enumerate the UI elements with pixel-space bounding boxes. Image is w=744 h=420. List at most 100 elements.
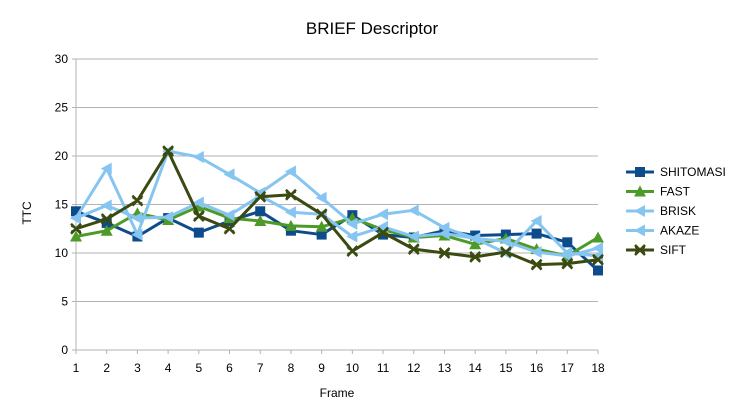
- y-tick-label: 30: [55, 52, 69, 66]
- series-line: [74, 149, 599, 258]
- legend-item: AKAZE: [626, 224, 699, 238]
- x-tick-label: 18: [591, 361, 605, 375]
- series-line: [75, 204, 599, 258]
- data-point: [131, 212, 143, 225]
- data-point: [284, 165, 296, 178]
- x-tick-label: 12: [407, 361, 421, 375]
- data-point: [254, 214, 267, 226]
- x-tick-label: 14: [468, 361, 482, 375]
- data-point: [223, 209, 235, 222]
- legend-label: SIFT: [660, 243, 687, 257]
- x-tick-label: 5: [195, 361, 202, 375]
- data-point: [346, 230, 358, 243]
- data-point: [162, 145, 175, 158]
- legend-label: FAST: [660, 185, 691, 199]
- data-point: [377, 208, 389, 221]
- data-point: [223, 222, 236, 235]
- x-tick-label: 1: [73, 361, 80, 375]
- legend-marker: [634, 205, 645, 217]
- y-tick-label: 20: [55, 149, 69, 163]
- data-point: [70, 222, 82, 235]
- data-point: [316, 229, 327, 240]
- data-point: [407, 243, 420, 256]
- data-point: [100, 213, 113, 225]
- data-point: [438, 227, 450, 240]
- legend-item: SHITOMASI: [626, 165, 726, 179]
- data-point: [100, 199, 112, 212]
- data-point: [192, 196, 204, 209]
- y-tick-label: 5: [61, 295, 68, 309]
- y-tick-label: 10: [55, 246, 69, 260]
- legend-label: SHITOMASI: [660, 165, 726, 179]
- data-point: [100, 162, 112, 175]
- x-axis-label: Frame: [320, 386, 355, 400]
- data-point: [592, 242, 603, 255]
- data-point: [254, 190, 267, 203]
- legend-marker: [634, 185, 646, 197]
- data-point: [255, 206, 266, 217]
- x-tick-label: 2: [103, 361, 110, 375]
- data-point: [192, 210, 205, 223]
- data-point: [131, 228, 143, 241]
- data-point: [162, 211, 174, 224]
- series-line: [75, 149, 599, 267]
- series-lines: [70, 145, 604, 276]
- x-tick-label: 11: [377, 361, 390, 375]
- data-point: [530, 258, 543, 271]
- series-sift: [70, 145, 604, 271]
- data-point: [315, 220, 328, 232]
- x-tick-label: 4: [165, 361, 172, 375]
- data-point: [285, 188, 297, 201]
- data-point: [499, 235, 511, 248]
- data-point: [284, 206, 296, 219]
- x-tick-label: 17: [561, 361, 575, 375]
- y-tick-label: 0: [61, 343, 68, 357]
- legend-marker: [634, 244, 646, 256]
- data-point: [499, 246, 512, 258]
- data-point: [530, 214, 542, 227]
- y-tick-label: 15: [55, 198, 69, 212]
- data-point: [407, 204, 419, 217]
- y-axis-label: TTC: [20, 201, 34, 225]
- axes: [72, 58, 599, 354]
- series-line: [75, 209, 600, 272]
- data-point: [346, 245, 359, 257]
- legend-item: FAST: [626, 185, 691, 199]
- data-point: [70, 212, 81, 225]
- data-point: [223, 168, 235, 181]
- chart-title: BRIEF Descriptor: [306, 19, 439, 38]
- x-tick-label: 7: [257, 361, 264, 375]
- x-tick-label: 6: [226, 361, 233, 375]
- data-point: [101, 217, 112, 228]
- data-point: [70, 230, 82, 242]
- legend-marker: [634, 224, 645, 237]
- legend: SHITOMASI FAST BRISK AKAZE SIFT: [626, 165, 726, 257]
- x-tick-labels: 1 2 3 4 5 6 7 8 9 10 11 12 13 14 15 16 17 18: [73, 361, 605, 375]
- legend-marker: [635, 167, 645, 177]
- legend-label: BRISK: [660, 204, 696, 218]
- data-point: [407, 230, 419, 243]
- data-point: [193, 227, 204, 238]
- data-point: [71, 206, 81, 217]
- x-tick-label: 16: [530, 361, 544, 375]
- data-point: [561, 249, 573, 262]
- x-tick-label: 10: [346, 361, 360, 375]
- x-tick-label: 15: [499, 361, 513, 375]
- data-point: [377, 226, 389, 239]
- x-tick-label: 13: [438, 361, 452, 375]
- data-point: [100, 224, 113, 236]
- data-point: [530, 246, 542, 259]
- data-point: [469, 250, 482, 263]
- data-point: [284, 219, 297, 231]
- data-point: [469, 232, 481, 245]
- data-point: [593, 265, 603, 276]
- data-point: [561, 257, 574, 270]
- data-point: [592, 231, 604, 243]
- gridlines: [76, 58, 598, 302]
- y-tick-labels: 0 5 10 15 20 25 30: [55, 52, 69, 357]
- legend-item: SIFT: [626, 243, 687, 257]
- data-point: [592, 253, 604, 266]
- data-point: [131, 194, 144, 207]
- data-point: [438, 247, 451, 259]
